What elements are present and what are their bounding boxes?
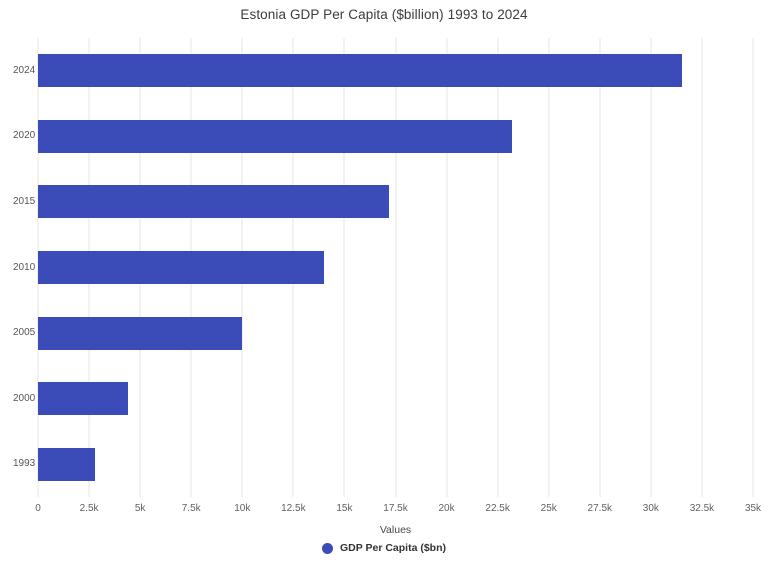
x-tick-label: 35k [744,503,762,514]
bar-2015 [38,185,390,219]
x-tick-label: 10k [234,503,251,514]
y-tick-label: 2024 [13,64,36,76]
bar-2024 [38,54,682,88]
chart-title: Estonia GDP Per Capita ($billion) 1993 t… [240,7,528,22]
x-axis-title: Values [379,524,412,536]
x-tick-label: 22.5k [485,503,510,514]
y-tick-label: 2000 [13,392,36,404]
y-tick-label: 2015 [13,195,36,207]
x-tick-label: 30k [642,503,659,514]
x-tick-label: 12.5k [281,503,306,514]
bar-2005 [38,316,243,350]
x-tick-label: 17.5k [383,503,408,514]
x-tick-label: 15k [336,503,353,514]
x-tick-label: 0 [35,503,41,514]
x-tick-label: 27.5k [587,503,613,514]
gridline [650,38,652,497]
x-tick-label: 2.5k [79,503,99,514]
x-tick-label: 7.5k [181,503,201,514]
gridline [497,38,499,497]
bar-2010 [38,251,324,284]
y-tick-label: 2005 [13,327,36,339]
bar-2000 [38,382,128,416]
gridline [395,38,396,497]
x-tick-label: 20k [438,503,455,514]
gridline [446,38,448,497]
gridline [752,38,754,497]
x-axis-labels: 0 2.5k 5k 7.5k 10k 12.5k 15k 17.5k 20k 22.5k 25k 27… [35,503,761,517]
legend-marker-icon [322,542,333,554]
y-axis-labels: 2024 2020 2015 2010 2005 2000 1993 [0,38,36,497]
gridline [548,38,550,497]
gridline [701,38,703,497]
gridline [599,38,601,497]
y-tick-label: 2020 [13,130,36,142]
y-tick-label: 1993 [13,458,36,470]
y-tick-label: 2010 [13,261,36,273]
bar-1993 [38,447,96,481]
legend[interactable]: GDP Per Capita ($bn) [0,542,768,554]
bar-2020 [38,119,512,153]
x-tick-label: 5k [134,503,146,514]
plot-area [37,38,754,497]
x-tick-label: 32.5k [689,503,715,514]
x-tick-label: 25k [540,503,557,514]
gridline [343,38,345,497]
legend-label: GDP Per Capita ($bn) [340,542,446,554]
